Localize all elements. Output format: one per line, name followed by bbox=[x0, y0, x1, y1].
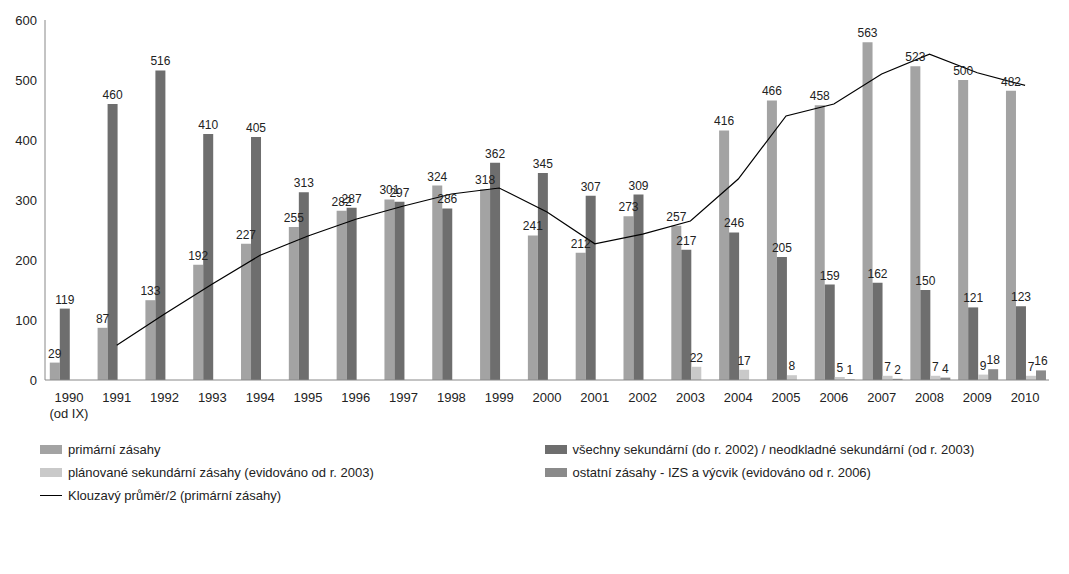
svg-text:287: 287 bbox=[342, 192, 362, 206]
svg-text:1993: 1993 bbox=[198, 390, 227, 405]
svg-text:200: 200 bbox=[15, 253, 37, 268]
svg-text:1995: 1995 bbox=[293, 390, 322, 405]
svg-text:2008: 2008 bbox=[915, 390, 944, 405]
svg-text:416: 416 bbox=[714, 114, 734, 128]
html-text:primární zásahy: primární zásahy bbox=[68, 442, 161, 457]
svg-text:500: 500 bbox=[953, 64, 973, 78]
svg-text:458: 458 bbox=[810, 89, 830, 103]
svg-text:324: 324 bbox=[427, 170, 447, 184]
svg-text:0: 0 bbox=[30, 373, 37, 388]
svg-text:18: 18 bbox=[986, 353, 1000, 367]
svg-text:405: 405 bbox=[246, 121, 266, 135]
svg-text:1994: 1994 bbox=[246, 390, 275, 405]
html-text:všechny sekundární (do r. 2002: všechny sekundární (do r. 2002) / neodkl… bbox=[572, 442, 975, 457]
svg-text:150: 150 bbox=[915, 274, 935, 288]
html-text:plánované sekundární zásahy (e: plánované sekundární zásahy (evidováno o… bbox=[68, 465, 374, 480]
svg-text:2000: 2000 bbox=[533, 390, 562, 405]
svg-text:318: 318 bbox=[475, 173, 495, 187]
svg-text:2006: 2006 bbox=[819, 390, 848, 405]
svg-text:516: 516 bbox=[150, 54, 170, 68]
svg-text:7: 7 bbox=[884, 360, 891, 374]
svg-text:87: 87 bbox=[96, 312, 110, 326]
svg-text:2: 2 bbox=[894, 363, 901, 377]
svg-text:16: 16 bbox=[1034, 354, 1048, 368]
svg-text:212: 212 bbox=[571, 237, 591, 251]
svg-text:273: 273 bbox=[618, 200, 638, 214]
svg-text:400: 400 bbox=[15, 133, 37, 148]
svg-text:121: 121 bbox=[963, 291, 983, 305]
svg-text:1999: 1999 bbox=[485, 390, 514, 405]
svg-text:300: 300 bbox=[15, 193, 37, 208]
svg-text:345: 345 bbox=[533, 157, 553, 171]
svg-text:7: 7 bbox=[932, 360, 939, 374]
svg-text:192: 192 bbox=[188, 249, 208, 263]
svg-text:255: 255 bbox=[284, 211, 304, 225]
svg-text:2004: 2004 bbox=[724, 390, 753, 405]
svg-text:1: 1 bbox=[846, 363, 853, 377]
svg-text:2003: 2003 bbox=[676, 390, 705, 405]
svg-text:1998: 1998 bbox=[437, 390, 466, 405]
svg-text:563: 563 bbox=[858, 26, 878, 40]
svg-text:7: 7 bbox=[1027, 359, 1035, 374]
svg-text:600: 600 bbox=[15, 13, 37, 28]
svg-text:227: 227 bbox=[236, 228, 256, 242]
svg-text:523: 523 bbox=[905, 50, 925, 64]
svg-text:500: 500 bbox=[15, 73, 37, 88]
svg-text:466: 466 bbox=[762, 84, 782, 98]
svg-text:460: 460 bbox=[103, 88, 123, 102]
svg-text:1990: 1990 bbox=[54, 390, 83, 405]
svg-text:123: 123 bbox=[1011, 290, 1031, 304]
svg-text:297: 297 bbox=[389, 186, 409, 200]
svg-text:257: 257 bbox=[666, 210, 686, 224]
svg-text:2001: 2001 bbox=[580, 390, 609, 405]
svg-text:482: 482 bbox=[1001, 75, 1021, 89]
svg-text:362: 362 bbox=[485, 147, 505, 161]
svg-text:8: 8 bbox=[789, 359, 796, 373]
svg-text:309: 309 bbox=[628, 179, 648, 193]
svg-text:17: 17 bbox=[737, 354, 751, 368]
svg-text:1991: 1991 bbox=[102, 390, 131, 405]
svg-text:410: 410 bbox=[198, 118, 218, 132]
svg-text:162: 162 bbox=[868, 267, 888, 281]
svg-text:29: 29 bbox=[48, 347, 62, 361]
svg-text:217: 217 bbox=[676, 234, 696, 248]
svg-text:22: 22 bbox=[690, 351, 704, 365]
svg-text:5: 5 bbox=[836, 361, 843, 375]
svg-text:2005: 2005 bbox=[772, 390, 801, 405]
svg-text:(od IX): (od IX) bbox=[49, 406, 88, 421]
svg-text:1997: 1997 bbox=[389, 390, 418, 405]
svg-text:133: 133 bbox=[140, 284, 160, 298]
svg-text:4: 4 bbox=[942, 362, 949, 376]
svg-text:100: 100 bbox=[15, 313, 37, 328]
svg-text:1992: 1992 bbox=[150, 390, 179, 405]
svg-text:2007: 2007 bbox=[867, 390, 896, 405]
svg-text:307: 307 bbox=[581, 180, 601, 194]
html-text:Klouzavý průměr/2 (primární zá: Klouzavý průměr/2 (primární zásahy) bbox=[68, 488, 282, 503]
svg-text:2009: 2009 bbox=[963, 390, 992, 405]
svg-text:2002: 2002 bbox=[628, 390, 657, 405]
svg-text:241: 241 bbox=[523, 219, 543, 233]
svg-text:9: 9 bbox=[979, 358, 987, 373]
html-text:ostatní zásahy - IZS a výcvik: ostatní zásahy - IZS a výcvik (evidováno… bbox=[572, 465, 871, 480]
svg-text:2010: 2010 bbox=[1011, 390, 1040, 405]
svg-text:159: 159 bbox=[820, 269, 840, 283]
svg-text:205: 205 bbox=[772, 241, 792, 255]
svg-text:119: 119 bbox=[55, 293, 74, 307]
svg-text:286: 286 bbox=[437, 192, 457, 206]
svg-text:1996: 1996 bbox=[341, 390, 370, 405]
svg-text:313: 313 bbox=[294, 176, 314, 190]
svg-text:246: 246 bbox=[724, 216, 744, 230]
